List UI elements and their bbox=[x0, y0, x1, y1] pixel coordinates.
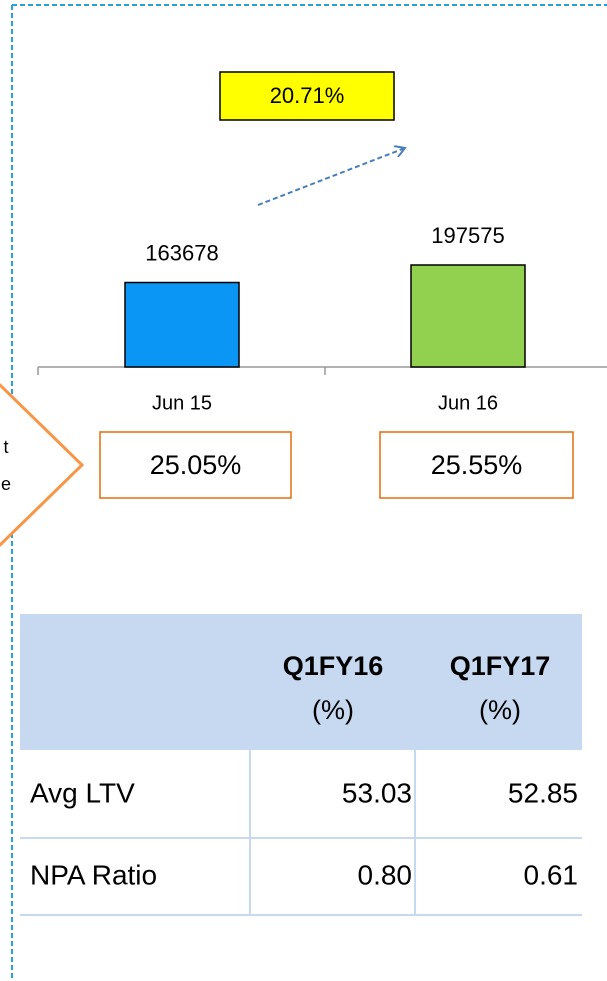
side-arrow bbox=[0, 383, 85, 547]
share-box bbox=[99, 431, 292, 499]
cell: 0.61 bbox=[524, 859, 579, 890]
side-arrow-text: t bbox=[3, 437, 8, 457]
side-arrow-text: e bbox=[1, 474, 11, 494]
column-title: Q1FY17 bbox=[450, 651, 551, 681]
table-header-bg bbox=[20, 614, 582, 750]
cell: 53.03 bbox=[342, 777, 412, 808]
growth-box bbox=[219, 71, 395, 121]
column-title: Q1FY16 bbox=[283, 651, 384, 681]
bar bbox=[410, 264, 526, 368]
share-label: 25.55% bbox=[431, 450, 523, 480]
column-unit: (%) bbox=[479, 695, 521, 725]
value-label: 197575 bbox=[431, 223, 504, 248]
growth-label: 20.71% bbox=[270, 83, 345, 108]
x-tick-label: Jun 16 bbox=[438, 392, 498, 414]
row-label: NPA Ratio bbox=[30, 859, 157, 890]
bar bbox=[124, 281, 240, 368]
cell: 0.80 bbox=[358, 859, 413, 890]
row-label: Avg LTV bbox=[30, 777, 135, 808]
bars: 163678 Jun 15 25.05% 197575 Jun 16 25.55% bbox=[99, 223, 574, 499]
share-box bbox=[379, 431, 574, 499]
growth-arrow bbox=[257, 148, 405, 206]
share-label: 25.05% bbox=[150, 450, 242, 480]
table: Q1FY16 (%) Q1FY17 (%) Avg LTV 53.03 52.85 NPA R… bbox=[20, 614, 582, 916]
column-unit: (%) bbox=[312, 695, 354, 725]
x-tick-label: Jun 15 bbox=[152, 392, 212, 414]
value-label: 163678 bbox=[145, 240, 218, 265]
cell: 52.85 bbox=[508, 777, 578, 808]
